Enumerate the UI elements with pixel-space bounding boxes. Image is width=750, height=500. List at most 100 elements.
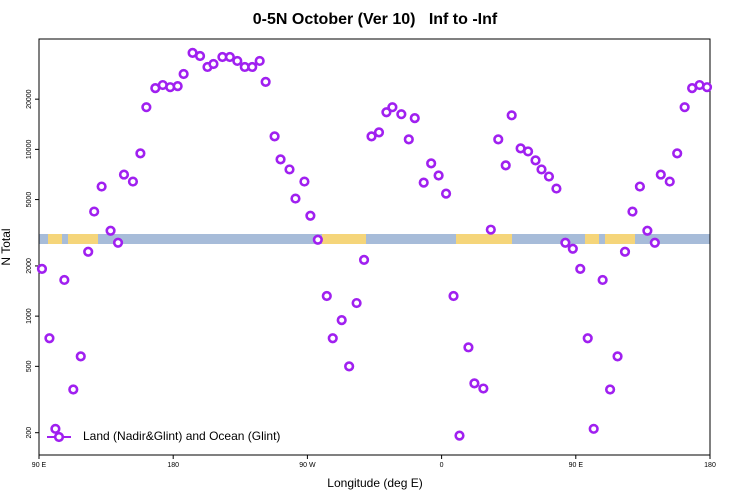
y-tick-label: 10000 bbox=[26, 140, 33, 160]
point bbox=[440, 188, 452, 199]
point bbox=[433, 170, 444, 181]
point bbox=[672, 148, 683, 159]
point bbox=[50, 423, 61, 434]
point bbox=[208, 58, 219, 70]
point bbox=[299, 176, 310, 187]
point bbox=[588, 423, 599, 434]
point bbox=[141, 102, 152, 113]
x-tick-label: 180 bbox=[704, 462, 716, 469]
x-tick-label: 180 bbox=[167, 462, 179, 469]
point bbox=[89, 206, 100, 217]
point bbox=[232, 55, 243, 67]
map-strip bbox=[39, 234, 710, 244]
point bbox=[336, 315, 347, 326]
point bbox=[655, 169, 666, 180]
legend-label: Land (Nadir&Glint) and Ocean (Glint) bbox=[83, 429, 280, 443]
point bbox=[543, 171, 555, 182]
point bbox=[59, 274, 70, 286]
point bbox=[701, 82, 713, 93]
point bbox=[463, 342, 474, 353]
point bbox=[344, 361, 355, 372]
point bbox=[312, 234, 323, 245]
point bbox=[396, 109, 407, 120]
y-tick-label: 2000 bbox=[26, 258, 33, 274]
point bbox=[194, 50, 206, 62]
y-axis-label: N Total bbox=[0, 228, 13, 265]
point bbox=[627, 206, 638, 217]
point bbox=[551, 183, 562, 194]
y-tick-label: 1000 bbox=[26, 308, 33, 324]
point bbox=[403, 134, 414, 145]
y-tick-label: 5000 bbox=[26, 192, 33, 208]
point bbox=[112, 237, 124, 248]
point bbox=[522, 146, 534, 157]
point bbox=[247, 61, 258, 73]
legend-marker bbox=[53, 431, 65, 443]
point bbox=[679, 102, 690, 113]
point bbox=[575, 263, 586, 274]
y-tick-label: 20000 bbox=[26, 89, 33, 109]
point bbox=[224, 51, 235, 63]
point bbox=[373, 127, 385, 138]
point bbox=[500, 160, 511, 171]
point bbox=[560, 237, 571, 248]
point bbox=[321, 290, 332, 302]
point bbox=[36, 263, 48, 274]
point bbox=[469, 378, 480, 389]
point bbox=[381, 107, 392, 118]
point bbox=[269, 131, 280, 142]
point bbox=[127, 176, 139, 187]
point bbox=[454, 430, 465, 441]
point bbox=[83, 246, 94, 257]
point bbox=[284, 164, 295, 175]
point bbox=[664, 176, 675, 187]
point bbox=[409, 112, 420, 124]
point bbox=[582, 333, 593, 344]
point bbox=[44, 333, 55, 344]
point bbox=[649, 237, 660, 248]
point bbox=[426, 158, 437, 169]
point bbox=[68, 384, 79, 395]
point bbox=[604, 384, 616, 395]
point bbox=[530, 155, 541, 166]
point bbox=[418, 177, 429, 188]
point bbox=[642, 225, 653, 236]
y-tick-label: 500 bbox=[26, 360, 33, 372]
chart-title: 0-5N October (Ver 10) Inf to -Inf bbox=[253, 11, 498, 28]
y-tick-label: 200 bbox=[26, 427, 33, 439]
point bbox=[172, 81, 183, 92]
x-tick-label: 90 W bbox=[299, 462, 316, 469]
point bbox=[567, 243, 578, 254]
point bbox=[358, 254, 370, 265]
point bbox=[275, 154, 286, 165]
point bbox=[387, 102, 398, 113]
point bbox=[619, 246, 631, 257]
point bbox=[493, 134, 504, 145]
point bbox=[478, 383, 489, 394]
point bbox=[351, 297, 362, 309]
point bbox=[634, 181, 646, 192]
point bbox=[597, 274, 608, 286]
x-tick-label: 90 E bbox=[569, 462, 584, 469]
point bbox=[536, 164, 547, 175]
point bbox=[96, 181, 107, 192]
point bbox=[448, 290, 459, 302]
point bbox=[506, 110, 517, 121]
point bbox=[485, 224, 496, 235]
point bbox=[254, 55, 265, 67]
x-tick-label: 90 E bbox=[32, 462, 47, 469]
point bbox=[118, 169, 130, 180]
point bbox=[260, 76, 271, 87]
point bbox=[178, 68, 189, 80]
plot-frame bbox=[38, 38, 711, 456]
point bbox=[105, 225, 116, 236]
point bbox=[75, 351, 86, 362]
point bbox=[612, 351, 623, 362]
x-axis-label: Longitude (deg E) bbox=[327, 476, 422, 490]
point bbox=[305, 210, 316, 221]
point bbox=[290, 193, 301, 204]
point bbox=[135, 148, 146, 159]
point bbox=[327, 333, 338, 344]
x-tick-label: 0 bbox=[440, 462, 444, 469]
